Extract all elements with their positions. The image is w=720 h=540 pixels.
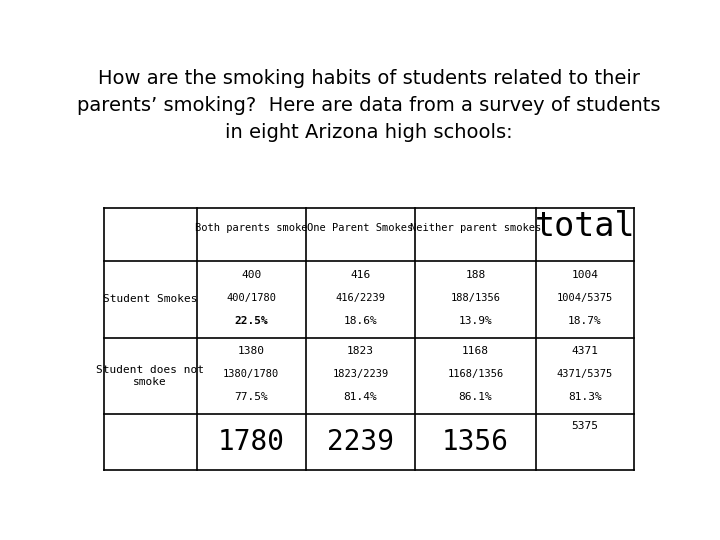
Text: 1780: 1780 — [217, 428, 284, 456]
Text: 18.6%: 18.6% — [343, 316, 377, 326]
Text: total: total — [535, 210, 635, 243]
Text: 2239: 2239 — [327, 428, 394, 456]
Text: 5375: 5375 — [572, 421, 598, 431]
Text: 4371/5375: 4371/5375 — [557, 369, 613, 379]
Text: 1168: 1168 — [462, 346, 489, 356]
Text: 1168/1356: 1168/1356 — [447, 369, 504, 379]
Text: 400: 400 — [241, 270, 261, 280]
Text: 1823: 1823 — [347, 346, 374, 356]
Text: 81.4%: 81.4% — [343, 392, 377, 402]
Text: 1004/5375: 1004/5375 — [557, 293, 613, 303]
Text: parents’ smoking?  Here are data from a survey of students: parents’ smoking? Here are data from a s… — [77, 96, 661, 115]
Text: 77.5%: 77.5% — [234, 392, 268, 402]
Text: 1356: 1356 — [442, 428, 509, 456]
Text: 188/1356: 188/1356 — [451, 293, 500, 303]
Text: 18.7%: 18.7% — [568, 316, 602, 326]
Text: 13.9%: 13.9% — [459, 316, 492, 326]
Text: 81.3%: 81.3% — [568, 392, 602, 402]
Text: 400/1780: 400/1780 — [226, 293, 276, 303]
Text: 4371: 4371 — [572, 346, 598, 356]
Text: 188: 188 — [465, 270, 486, 280]
Text: Student does not
smoke: Student does not smoke — [96, 365, 204, 387]
Text: Both parents smoke: Both parents smoke — [195, 223, 307, 233]
Text: 1380/1780: 1380/1780 — [223, 369, 279, 379]
Text: Neither parent smokes: Neither parent smokes — [410, 223, 541, 233]
Text: 1823/2239: 1823/2239 — [333, 369, 389, 379]
Text: in eight Arizona high schools:: in eight Arizona high schools: — [225, 123, 513, 142]
Text: 1380: 1380 — [238, 346, 265, 356]
Text: 86.1%: 86.1% — [459, 392, 492, 402]
Text: Student Smokes: Student Smokes — [103, 294, 197, 304]
Text: 1004: 1004 — [572, 270, 598, 280]
Text: 22.5%: 22.5% — [234, 316, 268, 326]
Text: 416/2239: 416/2239 — [336, 293, 386, 303]
Text: One Parent Smokes: One Parent Smokes — [307, 223, 414, 233]
Text: How are the smoking habits of students related to their: How are the smoking habits of students r… — [98, 69, 640, 88]
Text: 416: 416 — [351, 270, 371, 280]
